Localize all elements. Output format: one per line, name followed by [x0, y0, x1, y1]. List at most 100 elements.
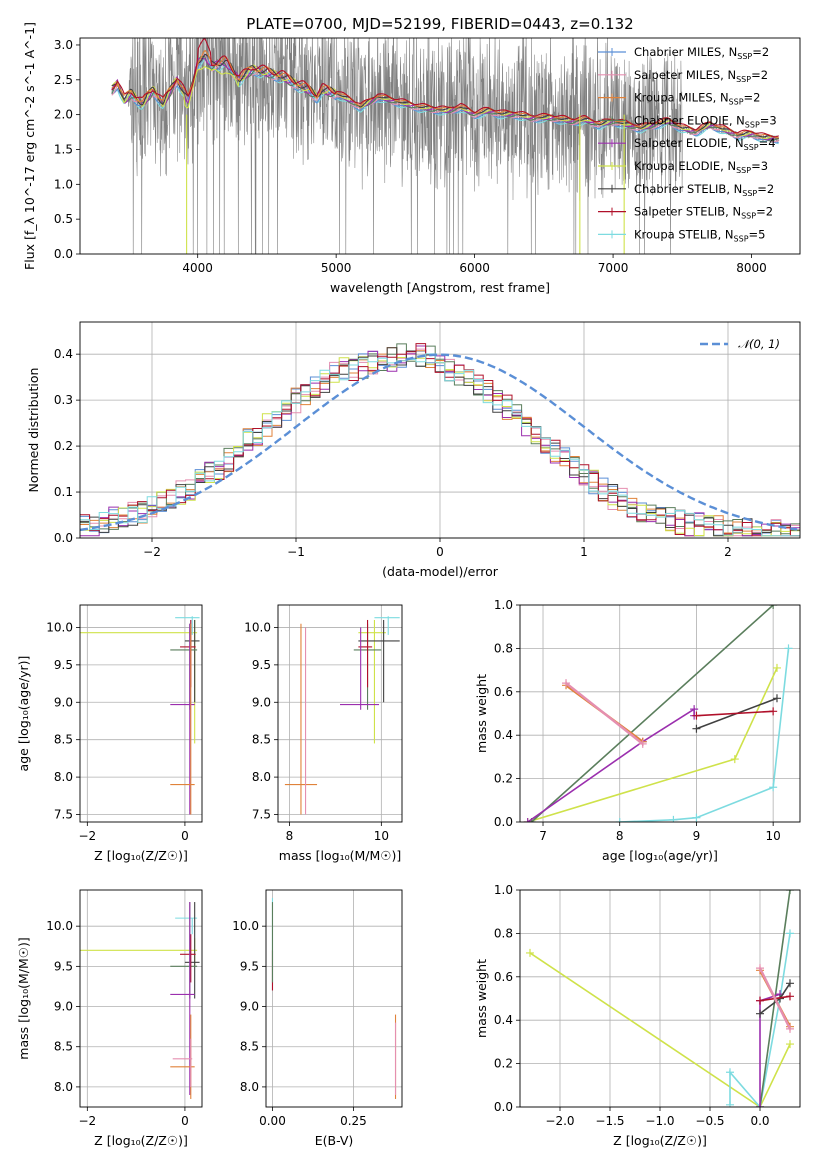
- hist-step-salpeter-stelib: [80, 343, 800, 537]
- spectrum-ytick-label: 0.5: [54, 212, 73, 226]
- residual-hist-xlabel: (data-model)/error: [382, 564, 499, 579]
- massweight-vs-age-axes: 7 8 9 10 0.0 0.2 0.4 0.6 0.8 1.0 age [log₁₀(age/yr…: [474, 598, 801, 863]
- mass-vs-Z-xlabel: Z [log₁₀(Z/Z☉)]: [94, 1133, 188, 1148]
- residual-hist-panel: −2 −1 0 1 2 0.0 0.1 0.2 0.3 0.4 (data-model)/error…: [26, 321, 801, 579]
- hist-legend-label: 𝒩(0, 1): [738, 337, 780, 351]
- weight-point: [786, 979, 794, 988]
- spectrum-xtick-label: 6000: [459, 261, 490, 275]
- weight-line-salpeter-miles: [565, 682, 644, 745]
- mass-vs-Z-plot-area: [80, 902, 200, 1099]
- mass-vs-Z-ytick-label: 10.0: [46, 919, 73, 933]
- weight-line-salpeter-elodie: [527, 707, 695, 822]
- residual-hist-xtick-label: 2: [724, 545, 732, 559]
- legend-label-sub: SSP: [734, 234, 749, 243]
- hist-gaussian-curve: [80, 353, 798, 532]
- residual-hist-xtick-label: −2: [143, 545, 161, 559]
- weight-point: [669, 815, 678, 822]
- massweight-vs-age-ytick-label: 0.8: [494, 641, 513, 655]
- weight-point: [756, 996, 764, 1005]
- residual-hist-frame: [79, 321, 801, 539]
- massweight-vs-Z-xtick-label: 0.0: [750, 1114, 769, 1128]
- legend-label-sub: SSP: [729, 98, 744, 107]
- legend-label-name: Kroupa ELODIE, N: [634, 159, 736, 173]
- spectrum-model-salpeter-stelib: [111, 38, 779, 138]
- massweight-vs-Z-xtick-label: −1.0: [645, 1114, 674, 1128]
- residual-hist-xtick-label: 0: [436, 545, 444, 559]
- mass-vs-ebv-panel: 0.00 0.25 8.0 8.5 9.0 9.5 10.0 E(B-V): [232, 889, 403, 1148]
- legend-label-sub: SSP: [745, 120, 760, 129]
- massweight-vs-age-ylabel: mass weight: [474, 674, 489, 753]
- massweight-vs-age-xtick-label: 7: [539, 829, 547, 843]
- massweight-vs-age-xtick-label: 8: [616, 829, 624, 843]
- mass-vs-Z-xtick-label: 0: [181, 1114, 189, 1128]
- mass-vs-Z-grid: [80, 890, 202, 1107]
- massweight-vs-Z-frame: [519, 889, 801, 1108]
- weight-point: [769, 605, 778, 609]
- legend-label-name: Salpeter ELODIE, N: [634, 136, 744, 150]
- weight-point: [769, 783, 778, 792]
- spectrum-xtick-label: 4000: [182, 261, 213, 275]
- residual-hist-xtick-label: 1: [580, 545, 588, 559]
- spectrum-ytick-label: 2.0: [54, 108, 73, 122]
- weight-point: [786, 1040, 794, 1049]
- age-vs-mass-xtick-label: 10: [374, 829, 389, 843]
- massweight-vs-Z-ytick-label: 0.4: [494, 1013, 513, 1027]
- spectrum-ytick-label: 1.5: [54, 142, 73, 156]
- mass-vs-ebv-plot-area: [271, 898, 397, 1099]
- residual-hist-xtick-label: −1: [287, 545, 305, 559]
- weight-point: [769, 707, 778, 716]
- legend-label-sub: SSP: [736, 166, 751, 175]
- legend-label-name: Salpeter STELIB, N: [634, 205, 741, 219]
- legend-label-sub: SSP: [736, 75, 751, 84]
- weight-line-kroupa-elodie: [529, 952, 791, 1107]
- legend-label-n: =2: [757, 182, 774, 196]
- age-vs-mass-grid: [278, 605, 402, 822]
- hist-step-chabrier-elodie: [80, 343, 800, 537]
- mass-vs-ebv-grid: [266, 890, 402, 1107]
- massweight-vs-Z-ylabel: mass weight: [474, 959, 489, 1038]
- age-vs-Z-grid: [80, 605, 202, 822]
- age-vs-Z-ytick-label: 9.5: [54, 658, 73, 672]
- mass-vs-Z-ylabel: mass [log₁₀(M/M☉)]: [16, 937, 31, 1059]
- weight-point: [772, 694, 781, 703]
- residual-hist-ytick-label: 0.1: [54, 485, 73, 499]
- spectrum-model-salpeter-elodie: [111, 58, 779, 141]
- legend-label-n: =2: [744, 91, 761, 105]
- mass-vs-Z-ytick-label: 9.0: [54, 1000, 73, 1014]
- mass-vs-ebv-ytick-label: 8.5: [240, 1040, 259, 1054]
- massweight-vs-age-plot-area: [523, 605, 793, 822]
- weight-point: [786, 992, 794, 1001]
- legend-label-name: Chabrier STELIB, N: [634, 182, 742, 196]
- mass-vs-Z-ytick-label: 9.5: [54, 959, 73, 973]
- figure-title: PLATE=0700, MJD=52199, FIBERID=0443, z=0…: [246, 15, 633, 33]
- spectrum-panel: 4000 5000 6000 7000 8000 0.0 0.5 1.0 1.5 2.0 2.5 3.…: [22, 22, 801, 295]
- spectrum-ytick-label: 0.0: [54, 247, 73, 261]
- age-vs-mass-ytick-label: 8.0: [252, 770, 271, 784]
- massweight-vs-Z-grid: [520, 889, 800, 1108]
- weight-point: [786, 929, 794, 938]
- mass-vs-ebv-ytick-label: 8.0: [240, 1080, 259, 1094]
- age-vs-mass-ytick-label: 9.0: [252, 695, 271, 709]
- age-vs-mass-frame: [277, 604, 403, 823]
- legend-label-n: =2: [756, 205, 773, 219]
- massweight-vs-Z-axes: −2.0 −1.5 −1.0 −0.5 0.0 0.0 0.2 0.4 0.6 0.8 1.0 Z […: [474, 883, 801, 1148]
- massweight-vs-age-panel: 7 8 9 10 0.0 0.2 0.4 0.6 0.8 1.0 age [log₁₀(age/yr…: [474, 598, 801, 863]
- massweight-vs-Z-xtick-label: −1.5: [595, 1114, 624, 1128]
- weight-line-kroupa-stelib: [729, 933, 791, 1107]
- hist-legend: 𝒩(0, 1): [700, 337, 780, 351]
- age-vs-mass-xlabel: mass [log₁₀(M/M☉)]: [279, 848, 401, 863]
- mass-vs-ebv-ytick-label: 9.0: [240, 1000, 259, 1014]
- age-vs-Z-panel: −2 0 7.5 8.0 8.5 9.0 9.5 10.0 Z [log₁₀(Z/Z☉)] age…: [16, 604, 203, 863]
- spectrum-ytick-label: 1.0: [54, 177, 73, 191]
- massweight-vs-age-xtick-label: 10: [766, 829, 781, 843]
- legend-label-sub: SSP: [741, 212, 756, 221]
- weight-point: [692, 724, 701, 733]
- massweight-vs-age-ytick-label: 1.0: [494, 598, 513, 612]
- residual-hist-ytick-label: 0.3: [54, 393, 73, 407]
- legend-label-name: Chabrier ELODIE, N: [634, 113, 745, 127]
- legend-label: Salpeter MILES, NSSP=2: [634, 68, 768, 84]
- age-vs-mass-ytick-label: 9.5: [252, 658, 271, 672]
- weight-point: [756, 1103, 764, 1107]
- age-vs-mass-ytick-label: 7.5: [252, 808, 271, 822]
- age-vs-Z-axes: −2 0 7.5 8.0 8.5 9.0 9.5 10.0 Z [log₁₀(Z/Z☉)] age…: [16, 604, 203, 863]
